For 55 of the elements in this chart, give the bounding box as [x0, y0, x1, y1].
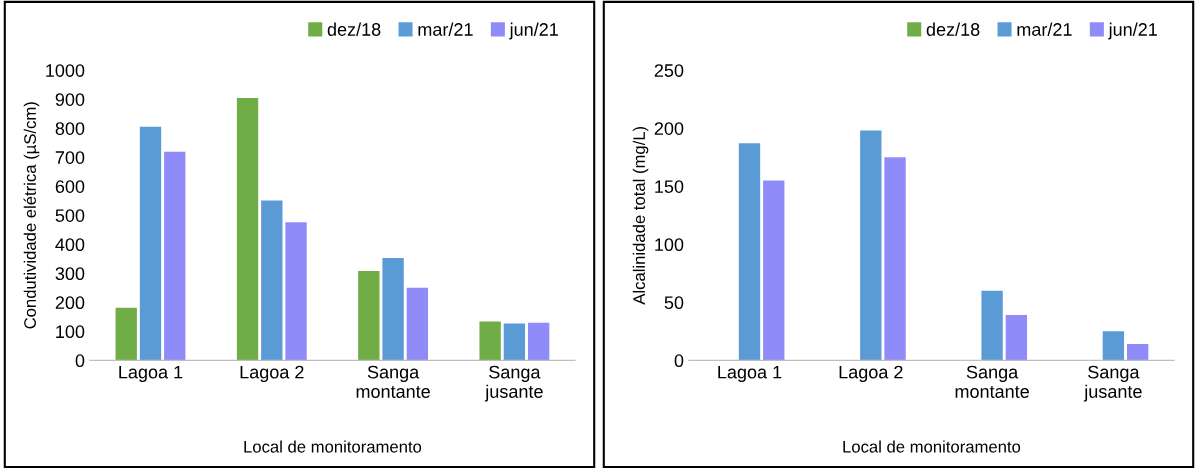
y-axis-title: Alcalinidade total (mg/L) — [632, 126, 649, 305]
y-tick-label: 800 — [55, 122, 85, 135]
bar — [479, 321, 501, 361]
bar — [236, 98, 259, 361]
bar — [981, 290, 1003, 361]
y-tick-label: 200 — [55, 296, 85, 310]
x-tick-label: Sanga montante — [955, 365, 1029, 398]
legend-label: jun/21 — [1108, 22, 1157, 40]
bar — [860, 130, 882, 361]
bar — [763, 180, 785, 361]
y-tick-label: 200 — [654, 122, 684, 135]
y-tick-label: 500 — [55, 209, 85, 222]
bar — [115, 307, 137, 361]
x-tick-label: Lagoa 2 — [839, 365, 903, 383]
x-tick-label: Sanga jusante — [1083, 365, 1142, 402]
legend-label: jun/21 — [509, 22, 558, 40]
bar — [1102, 331, 1125, 361]
bar — [358, 270, 380, 361]
bar — [884, 157, 906, 361]
y-tick-label: 150 — [655, 180, 684, 193]
x-tick-label: Sanga montante — [356, 365, 430, 398]
bar — [527, 322, 550, 361]
y-tick-label: 1000 — [46, 64, 85, 77]
x-tick-label: Lagoa 2 — [240, 365, 304, 383]
bar — [285, 222, 307, 361]
y-tick-label: 50 — [664, 296, 684, 310]
y-tick-label: 900 — [55, 93, 85, 106]
legend-label: mar/21 — [1017, 22, 1072, 36]
x-axis-title: Local de monitoramento — [843, 440, 1021, 453]
y-tick-label: 0 — [75, 354, 85, 368]
bar — [382, 257, 404, 361]
y-tick-label: 700 — [55, 151, 85, 164]
y-axis-title: Condutividade elétrica (µS/cm) — [23, 102, 40, 329]
legend-label: mar/21 — [418, 22, 473, 36]
y-tick-label: 0 — [674, 354, 684, 368]
bar — [1005, 315, 1028, 361]
y-tick-label: 600 — [55, 180, 85, 193]
x-tick-label: Sanga jusante — [484, 365, 543, 402]
bar — [738, 143, 761, 361]
bar — [139, 126, 162, 361]
y-tick-label: 250 — [654, 64, 684, 77]
y-tick-label: 100 — [655, 238, 684, 252]
x-axis-title: Local de monitoramento — [244, 440, 422, 453]
y-tick-label: 400 — [55, 238, 85, 252]
x-tick-label: Lagoa 1 — [718, 365, 782, 383]
bar — [261, 200, 283, 361]
y-tick-label: 300 — [55, 267, 85, 281]
bar — [164, 151, 186, 361]
legend-label: dez/18 — [327, 22, 381, 36]
bar — [503, 323, 526, 361]
bar — [406, 287, 429, 361]
y-tick-label: 100 — [56, 325, 85, 339]
bar — [1126, 344, 1149, 361]
legend-label: dez/18 — [926, 22, 980, 36]
x-tick-label: Lagoa 1 — [119, 365, 183, 383]
